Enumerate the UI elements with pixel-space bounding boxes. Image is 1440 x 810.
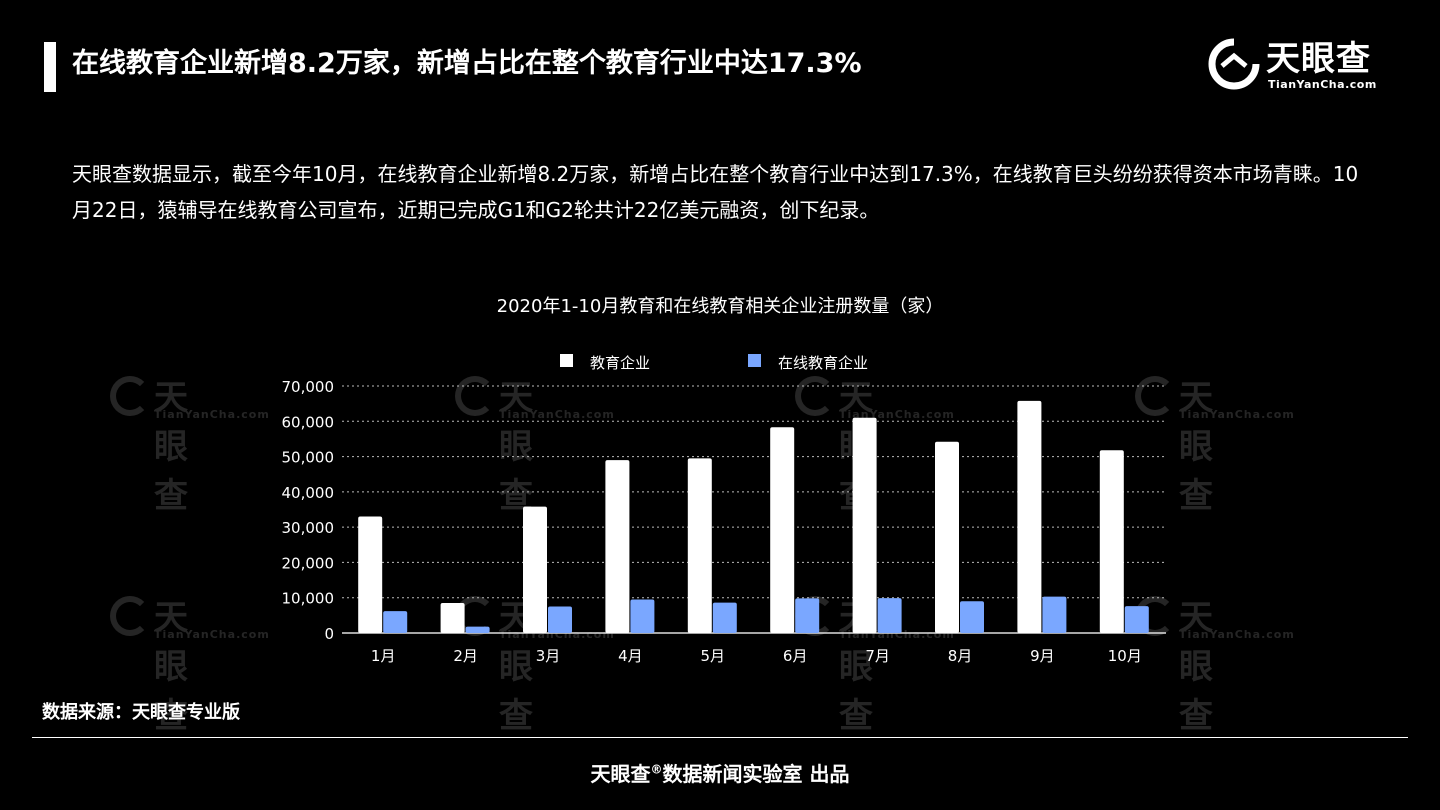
y-tick-label: 40,000 xyxy=(282,484,335,502)
x-tick-label: 1月 xyxy=(371,647,396,665)
watermark-subtext: TianYanCha.com xyxy=(499,408,615,421)
x-tick-label: 10月 xyxy=(1108,647,1142,665)
watermark-subtext: TianYanCha.com xyxy=(154,628,270,641)
watermark-text: 天眼查 xyxy=(154,378,188,516)
bar-education xyxy=(440,603,465,633)
chart-title: 2020年1-10月教育和在线教育相关企业注册数量（家） xyxy=(496,296,944,317)
title-accent-bar xyxy=(44,42,56,92)
legend-swatch-education xyxy=(560,354,573,367)
x-tick-label: 8月 xyxy=(948,647,973,665)
registered-mark: ® xyxy=(650,762,663,777)
bar-online-education xyxy=(383,611,408,633)
watermark-subtext: TianYanCha.com xyxy=(154,408,270,421)
y-tick-label: 10,000 xyxy=(282,590,335,608)
y-tick-label: 30,000 xyxy=(282,519,335,537)
x-tick-label: 4月 xyxy=(618,647,643,665)
footer-divider xyxy=(32,737,1408,738)
bar-online-education xyxy=(877,598,902,633)
brand-logo: 天眼查 TianYanCha.com xyxy=(1208,36,1398,94)
bar-education xyxy=(770,427,795,633)
y-tick-label: 70,000 xyxy=(282,378,335,396)
bar-education xyxy=(1017,400,1042,633)
bar-education xyxy=(1099,450,1124,633)
logo-mark-icon xyxy=(1208,38,1260,90)
x-tick-label: 3月 xyxy=(536,647,561,665)
x-tick-label: 5月 xyxy=(701,647,726,665)
legend-swatch-online-education xyxy=(748,354,761,367)
bar-education xyxy=(852,417,877,633)
watermark-logo-icon xyxy=(1135,376,1175,416)
bar-education xyxy=(605,460,630,633)
bar-education xyxy=(523,506,547,633)
bar-online-education xyxy=(1124,606,1149,633)
logo-subtext: TianYanCha.com xyxy=(1268,78,1377,91)
logo-text: 天眼查 xyxy=(1266,39,1371,79)
legend-label-online-education: 在线教育企业 xyxy=(778,354,869,372)
watermark-logo-icon xyxy=(110,596,150,636)
y-tick-label: 20,000 xyxy=(282,554,335,572)
watermark-text: 天眼查 xyxy=(154,598,188,736)
bar-online-education xyxy=(960,601,984,633)
bar-online-education xyxy=(548,606,572,633)
bar-education xyxy=(935,441,959,633)
bar-online-education xyxy=(712,602,737,633)
x-tick-label: 6月 xyxy=(783,647,808,665)
footer-rest: 数据新闻实验室 出品 xyxy=(662,762,850,786)
legend-label-education: 教育企业 xyxy=(590,354,651,372)
bar-online-education xyxy=(1042,596,1067,633)
watermark-subtext: TianYanCha.com xyxy=(839,408,955,421)
intro-paragraph: 天眼查数据显示，截至今年10月，在线教育企业新增8.2万家，新增占比在整个教育行… xyxy=(72,162,1359,222)
x-tick-label: 9月 xyxy=(1030,647,1055,665)
x-tick-label: 7月 xyxy=(865,647,890,665)
data-source: 数据来源：天眼查专业版 xyxy=(42,702,240,723)
bar-online-education xyxy=(465,626,490,633)
bar-online-education xyxy=(795,598,820,633)
x-tick-label: 2月 xyxy=(453,647,478,665)
watermark-text: 天眼查 xyxy=(1179,378,1213,516)
footer-credit: 天眼查®数据新闻实验室 出品 xyxy=(0,758,1440,787)
footer-brand: 天眼查 xyxy=(590,762,651,786)
watermark-logo-icon xyxy=(795,376,835,416)
y-tick-label: 50,000 xyxy=(282,449,335,467)
y-tick-label: 0 xyxy=(324,625,334,643)
watermark-text: 天眼查 xyxy=(1179,598,1213,736)
page-title: 在线教育企业新增8.2万家，新增占比在整个教育行业中达17.3% xyxy=(72,48,862,79)
bar-education xyxy=(358,516,383,633)
watermark-subtext: TianYanCha.com xyxy=(1179,628,1295,641)
bar-online-education xyxy=(630,599,655,633)
watermark-subtext: TianYanCha.com xyxy=(1179,408,1295,421)
watermark-logo-icon xyxy=(455,376,495,416)
y-tick-label: 60,000 xyxy=(282,413,335,431)
watermark-logo-icon xyxy=(110,376,150,416)
bar-education xyxy=(687,458,712,633)
